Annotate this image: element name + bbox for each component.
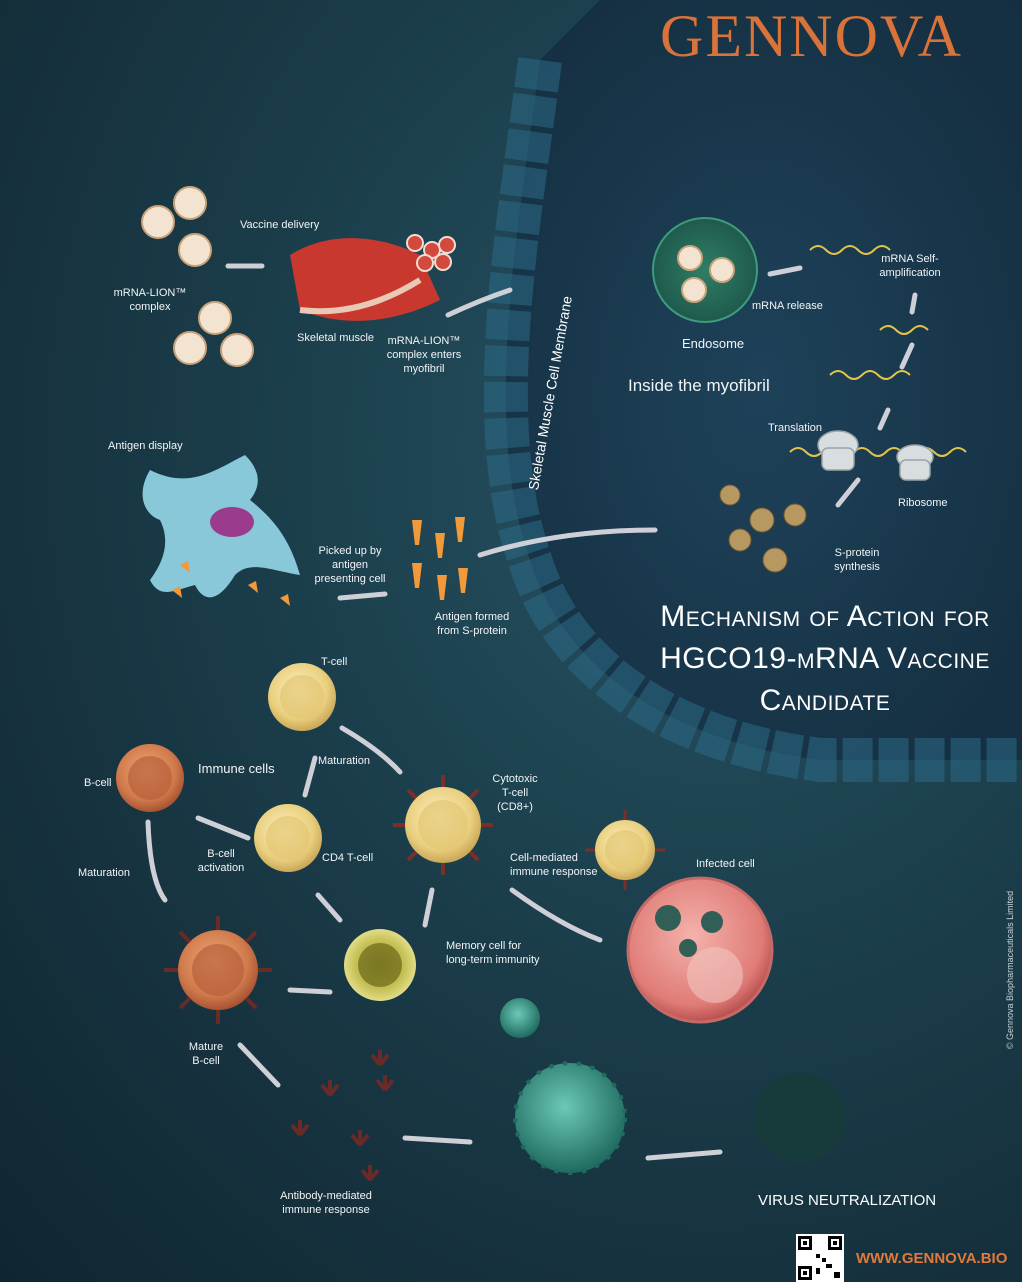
copyright-text: © Gennova Biopharmaceuticals Limited — [1005, 890, 1015, 1050]
ribosome-icons — [817, 430, 934, 481]
label-b-cell: B-cell — [84, 777, 112, 789]
label-translation: Translation — [768, 422, 823, 434]
label-antibody-mediated: Antibody-mediated immune response — [280, 1190, 372, 1216]
cd4-t-cell-icon — [254, 804, 322, 872]
flow-arrows — [145, 263, 918, 1161]
label-cell-mediated: Cell-mediated immune response — [510, 852, 598, 878]
dendritic-cell-icon — [142, 455, 300, 606]
label-picked-up: Picked up by antigen presenting cell — [314, 545, 386, 585]
label-ribosome: Ribosome — [898, 497, 948, 509]
label-self-amplification: mRNA Self-amplification — [879, 253, 941, 279]
label-inside-myofibril: Inside the myofibril — [628, 376, 770, 395]
memory-cell-icon — [344, 929, 416, 1001]
label-complex-enters: mRNA-LION™ complex enters myofibril — [386, 335, 462, 375]
label-virus-neutralization: VIRUS NEUTRALIZATION — [758, 1192, 937, 1209]
label-skeletal-muscle: Skeletal muscle — [297, 332, 375, 344]
label-infected-cell: Infected cell — [696, 858, 755, 870]
antibody-icons — [290, 1050, 395, 1182]
label-cytotoxic-t-cell: Cytotoxic T-cell (CD8+) — [492, 773, 538, 813]
label-cd4-t-cell: CD4 T-cell — [322, 852, 374, 864]
page-title: Mechanism of Action for HGCO19-mRNA Vacc… — [660, 600, 990, 717]
gennova-logo: GENNOVA — [660, 3, 963, 69]
label-s-protein-synthesis: S-protein synthesis — [834, 547, 880, 573]
infected-cell-icon — [626, 876, 774, 1024]
label-mature-b-cell: Mature B-cell — [188, 1041, 224, 1067]
label-endosome: Endosome — [682, 336, 745, 351]
endosome-icon — [652, 217, 758, 323]
label-b-cell-activation: B-cell activation — [197, 848, 245, 874]
label-mrna-lion-complex: mRNA-LION™ complex — [113, 287, 187, 313]
label-antigen-display: Antigen display — [108, 440, 183, 452]
label-immune-cells: Immune cells — [198, 761, 275, 776]
attacking-t-cell-icon — [585, 810, 665, 890]
label-vaccine-delivery: Vaccine delivery — [240, 219, 320, 231]
skeletal-muscle-icon — [290, 234, 456, 321]
website-link[interactable]: WWW.GENNOVA.BIO — [856, 1250, 1008, 1267]
s-protein-icons — [719, 484, 807, 573]
label-maturation-t: Maturation — [318, 755, 370, 767]
qr-code-icon[interactable] — [796, 1234, 844, 1282]
mrna-strands — [789, 245, 967, 457]
label-memory-cell: Memory cell for long-term immunity — [446, 940, 540, 966]
cytotoxic-t-cell-icon — [393, 775, 493, 875]
b-cell-icon — [116, 744, 184, 812]
label-antigen-formed: Antigen formed from S-protein — [434, 611, 510, 637]
t-cell-icon — [268, 663, 336, 731]
label-mrna-release: mRNA release — [752, 300, 823, 312]
mrna-lion-complexes — [141, 186, 254, 367]
virus-icons — [500, 998, 845, 1175]
myofibril-membrane — [483, 0, 1022, 782]
label-t-cell: T-cell — [321, 656, 348, 668]
antigen-icons — [412, 517, 468, 600]
label-maturation-b: Maturation — [78, 867, 130, 879]
mature-b-cell-icon — [164, 916, 272, 1024]
